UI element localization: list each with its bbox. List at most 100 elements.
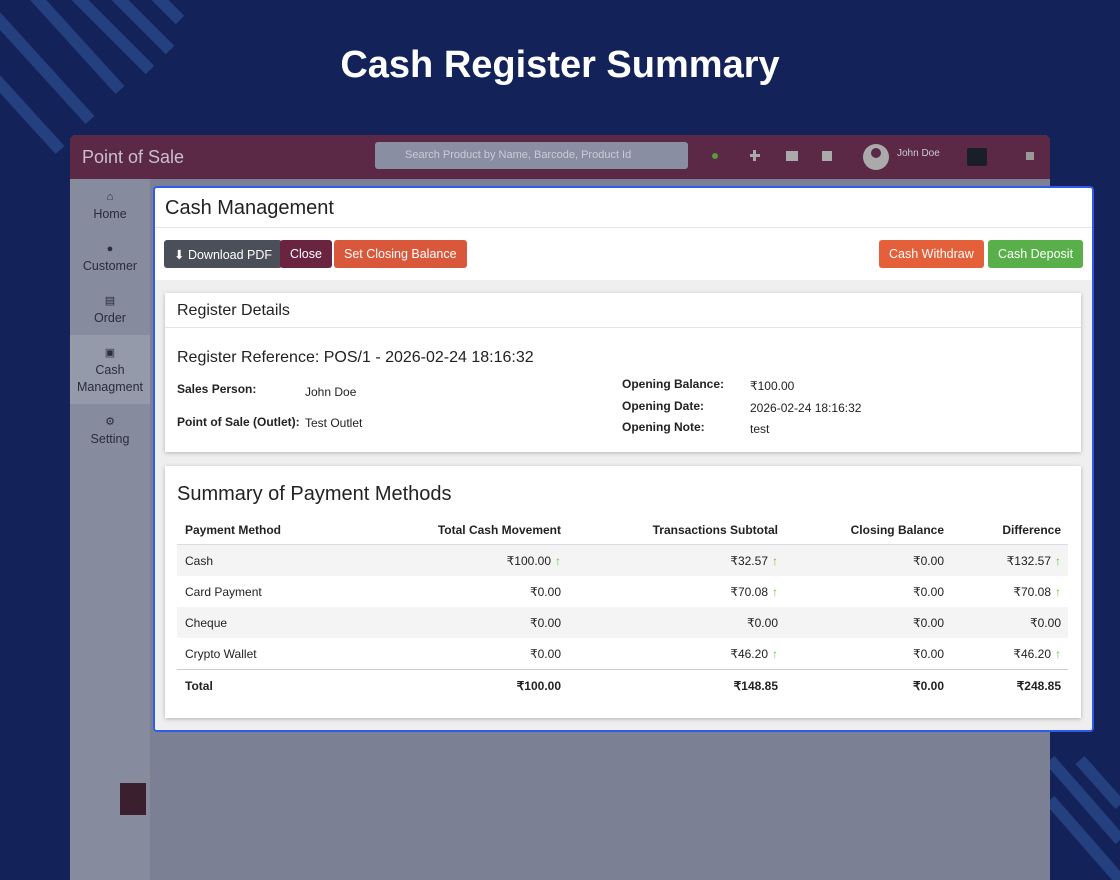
table-cell: Card Payment [185,585,262,599]
table-cell: ₹70.08 ↑ [1013,585,1061,599]
cell-text: ₹32.57 [730,554,768,568]
search-box[interactable]: Search Product by Name, Barcode, Product… [375,142,688,169]
button[interactable]: ⬇ Download PDF [164,240,283,268]
cell-text: ₹70.08 [1013,585,1051,599]
summary-card: Summary of Payment Methods Payment Metho… [165,466,1081,718]
cell-text: ₹0.00 [913,554,944,568]
register-reference: Register Reference: POS/1 - 2026-02-24 1… [177,349,534,366]
table-cell: ₹0.00 [530,585,561,599]
field-value: 2026-02-24 18:16:32 [750,401,862,415]
expand-button[interactable] [120,783,146,815]
sidebar-item[interactable]: ▤ Order [70,283,150,335]
cell-text: ₹100.00 [506,554,551,568]
total-cell: ₹248.85 [1016,679,1061,693]
modal: Cash Management ⬇ Download PDF Close Set… [153,186,1094,732]
brand: Point of Sale [82,147,185,167]
cell-text: ₹132.57 [1006,554,1051,568]
field-value: test [750,422,770,436]
sidebar-label: Home [93,207,127,221]
card-heading: Summary of Payment Methods [177,483,452,505]
table-cell: ₹0.00 [913,616,944,630]
row-stripe [177,545,1068,576]
sidebar-label: Cash Managment [76,363,143,394]
sidebar-label: Customer [82,259,138,273]
total-cell: ₹100.00 [516,679,561,693]
total-cell: ₹148.85 [733,679,778,693]
field-label: Opening Balance: [622,377,725,391]
button[interactable]: Set Closing Balance [334,240,467,268]
button[interactable]: Cash Deposit [988,240,1084,268]
cell-text: ₹70.08 [730,585,768,599]
table-cell: ₹0.00 [913,554,944,568]
sidebar: ⌂ Home ● Customer ▤ Order ▣ Cash Managment ⚙ Sett… [70,179,150,880]
button[interactable]: Close [280,240,332,268]
sidebar-label: Order [94,311,126,325]
table-cell: ₹132.57 ↑ [1007,554,1061,568]
table-cell: ₹100.00 ↑ [507,554,561,568]
table-cell: ₹0.00 [530,616,561,630]
cell-text: ₹0.00 [747,616,778,630]
up-arrow: ↑ [1055,585,1061,599]
cell-text: ₹0.00 [913,616,944,630]
sidebar-item[interactable]: ▣ Cash Managment [70,335,150,404]
up-arrow: ↑ [772,585,778,599]
total-cell: Total [185,679,213,693]
field-label: Point of Sale (Outlet): [177,415,300,429]
table-cell: ₹0.00 [913,585,944,599]
row-stripe [177,607,1068,638]
column-header: Payment Method [185,523,282,537]
toolbar-icons [712,144,1034,170]
table-cell: ₹32.57 ↑ [730,554,778,568]
up-arrow: ↑ [1055,554,1061,568]
sidebar-item[interactable]: ● Customer [70,231,150,283]
modal-title: Cash Management [165,197,334,219]
cell-text: Cash [185,554,214,568]
cell-text: ₹46.20 [1013,647,1051,661]
cell-text: ₹46.20 [730,647,768,661]
content-area: Register Details Register Reference: POS… [155,280,1092,730]
table-cell: ₹0.00 [913,647,944,661]
up-arrow: ↑ [1055,647,1061,661]
user-name[interactable]: John Doe [897,148,940,159]
icon: ⌂ [106,191,114,203]
total-rule [177,669,1068,670]
page-title: Cash Register Summary [340,44,780,86]
column-header: Closing Balance [850,523,944,537]
sidebar-item[interactable]: ⌂ Home [70,179,150,231]
cell-text: ₹0.00 [530,647,561,661]
table-cell: Cheque [185,616,227,630]
button[interactable]: Cash Withdraw [879,240,984,268]
table-cell: ₹0.00 [747,616,778,630]
table-cell: Crypto Wallet [185,647,257,661]
register-card: Register Details Register Reference: POS… [165,293,1081,452]
icon: ▣ [104,347,116,359]
table-cell: ₹70.08 ↑ [730,585,778,599]
field-label: Sales Person: [177,382,257,396]
field-value: ₹100.00 [750,379,795,393]
column-header: Difference [1002,523,1061,537]
card-heading: Register Details [177,302,290,319]
table-cell: ₹0.00 [530,647,561,661]
cell-text: ₹0.00 [530,616,561,630]
cell-text: ₹0.00 [1030,616,1061,630]
icon: ● [106,243,114,255]
field-label: Opening Date: [622,399,705,413]
sidebar-item[interactable]: ⚙ Setting [70,404,150,456]
total-cell: ₹0.00 [913,679,944,693]
up-arrow: ↑ [772,554,778,568]
column-header: Transactions Subtotal [652,523,778,537]
icon: ▤ [104,295,116,307]
up-arrow: ↑ [555,554,561,568]
up-arrow: ↑ [772,647,778,661]
field-value: John Doe [305,385,357,399]
divider [165,327,1081,328]
sidebar-label: Setting [90,432,130,446]
table-cell: ₹46.20 ↑ [1013,647,1061,661]
top-bar: Point of Sale Search Product by Name, Ba… [70,135,1050,179]
divider [155,227,1092,228]
field-label: Opening Note: [622,420,705,434]
column-header: Total Cash Movement [437,523,561,537]
cell-text: ₹0.00 [913,585,944,599]
